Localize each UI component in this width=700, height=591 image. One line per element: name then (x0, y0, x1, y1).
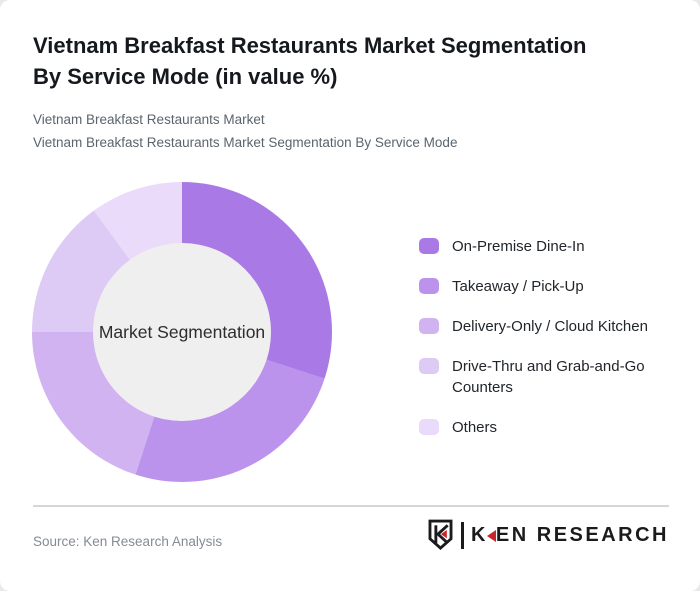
donut-center-label: Market Segmentation (98, 321, 266, 342)
legend-swatch (419, 419, 439, 435)
legend-item: Delivery-Only / Cloud Kitchen (419, 316, 681, 337)
footer-divider (33, 505, 669, 507)
source-text: Source: Ken Research Analysis (33, 534, 223, 549)
logo-red-arrow-icon (486, 529, 496, 542)
legend-item: Others (419, 417, 681, 438)
chart-title: Vietnam Breakfast Restaurants Market Seg… (33, 30, 667, 92)
logo-letter-k: K (470, 523, 488, 546)
legend-item: Drive-Thru and Grab-and-Go Counters (419, 356, 681, 398)
legend-label: Takeaway / Pick-Up (452, 278, 584, 295)
donut-center: Market Segmentation (93, 243, 271, 421)
logo-text-rest: EN RESEARCH (495, 523, 669, 546)
legend-item: Takeaway / Pick-Up (419, 276, 681, 297)
legend-swatch (419, 238, 439, 254)
legend-label: Others (452, 419, 498, 436)
logo-divider-bar (460, 521, 464, 549)
chart-legend: On-Premise Dine-In Takeaway / Pick-Up Deli… (419, 236, 681, 438)
legend-label: On-Premise Dine-In (452, 238, 585, 255)
chart-title-line1: Vietnam Breakfast Restaurants Market Seg… (33, 33, 587, 58)
legend-label: Drive-Thru and Grab-and-Go Counters (452, 358, 645, 396)
chart-subtitle-line1: Vietnam Breakfast Restaurants Market (33, 112, 265, 127)
logo-wordmark: K EN RESEARCH (471, 524, 669, 547)
ken-research-logo: K EN RESEARCH (426, 519, 669, 551)
legend-label: Delivery-Only / Cloud Kitchen (452, 318, 648, 335)
donut-chart: Market Segmentation (32, 182, 332, 482)
legend-swatch (419, 358, 439, 374)
legend-swatch (419, 278, 439, 294)
chart-subtitle-line2: Vietnam Breakfast Restaurants Market Seg… (33, 135, 458, 150)
ken-research-shield-icon (428, 519, 453, 550)
legend-swatch (419, 318, 439, 334)
chart-title-line2: By Service Mode (in value %) (33, 64, 338, 89)
legend-item: On-Premise Dine-In (419, 236, 681, 257)
